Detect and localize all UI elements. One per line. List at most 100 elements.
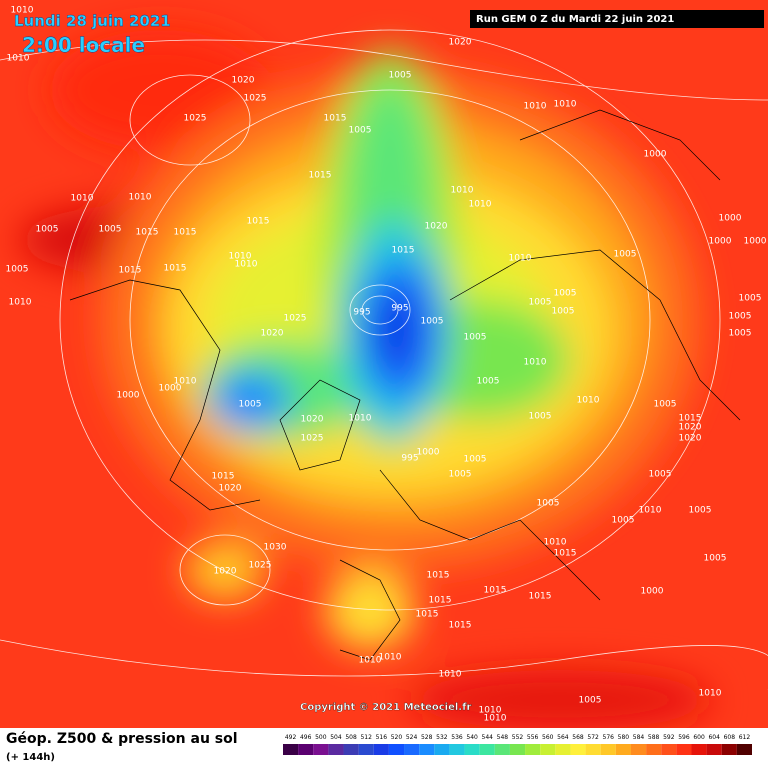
legend-label: 496 [300,734,312,741]
pressure-label: 1005 [554,289,577,299]
pressure-label: 1015 [119,266,142,276]
geopotential-field [20,30,710,730]
legend-label: 564 [557,734,569,741]
legend-label: 536 [451,734,463,741]
pressure-label: 1010 [544,538,567,548]
pressure-label: 1020 [301,415,324,425]
pressure-label: 1010 [451,186,474,196]
pressure-label: 1005 [649,470,672,480]
legend-label: 604 [708,734,720,741]
legend-swatch [434,744,450,755]
pressure-label: 1020 [232,76,255,86]
pressure-label: 1005 [36,225,59,235]
pressure-label: 1010 [11,6,34,16]
pressure-label: 1005 [689,506,712,516]
legend-swatch [313,744,329,755]
copyright: Copyright © 2021 Meteociel.fr [300,702,471,713]
legend-swatch [721,744,737,755]
pressure-label: 1010 [235,260,258,270]
pressure-label: 1000 [117,391,140,401]
isobars [0,29,768,690]
legend-label: 556 [527,734,539,741]
pressure-label: 1030 [264,543,287,553]
pressure-label: 1005 [6,265,29,275]
run-box [470,10,764,28]
legend-label: 508 [345,734,357,741]
pressure-label: 1005 [421,317,444,327]
legend-label: 492 [285,734,297,741]
pressure-label: 1005 [464,333,487,343]
legend-label: 532 [436,734,448,741]
pressure-label: 1010 [554,100,577,110]
pressure-label: 1005 [614,250,637,260]
pressure-label: 1015 [309,171,332,181]
pressure-label: 1010 [129,193,152,203]
pressure-label: 1015 [164,264,187,274]
pressure-label: 1020 [214,567,237,577]
pressure-label: 1020 [425,222,448,232]
pressure-label: 1010 [577,396,600,406]
pressure-label: 1015 [136,228,159,238]
legend-swatch [615,744,631,755]
legend-swatch [630,744,647,755]
pressure-label: 1010 [7,54,30,64]
legend-label: 512 [360,734,372,741]
pressure-label: 1005 [704,554,727,564]
footer-title: Géop. Z500 & pression au sol [6,731,238,747]
pressure-label: 1020 [679,423,702,433]
legend-label: 612 [739,734,751,741]
legend-label: 520 [391,734,403,741]
pressure-label: 1015 [212,472,235,482]
pressure-label: 1010 [479,706,502,716]
legend-label: 516 [376,734,388,741]
pressure-label: 1010 [509,254,532,264]
pressure-label: 1010 [639,506,662,516]
legend-label: 560 [542,734,554,741]
legend-swatch [343,744,359,755]
pressure-label: 1020 [219,484,242,494]
pressure-label: 1025 [249,561,272,571]
legend-swatch [676,744,692,755]
legend-label: 568 [572,734,584,741]
legend-swatch [388,744,405,755]
legend-swatch [298,744,314,755]
legend-swatch [555,744,571,755]
legend-label: 552 [512,734,524,741]
pressure-label: 1015 [416,610,439,620]
pressure-label: 1010 [379,653,402,663]
legend-label: 596 [678,734,690,741]
legend-swatch [479,744,495,755]
legend-label: 548 [497,734,509,741]
pressure-label: 1005 [349,126,372,136]
legend-label: 592 [663,734,675,741]
legend-swatch [585,744,601,755]
time: 2:00 locale [22,33,145,57]
pressure-label: 1005 [239,400,262,410]
pressure-label: 1010 [524,102,547,112]
pressure-label: 995 [401,454,418,464]
pressure-label: 1010 [174,377,197,387]
pressure-label: 1025 [301,434,324,444]
legend-label: 580 [618,734,630,741]
pressure-label: 1000 [744,237,767,247]
pressure-label: 1005 [552,307,575,317]
pressure-label: 1005 [654,400,677,410]
pressure-label: 1000 [641,587,664,597]
pressure-label: 1005 [579,696,602,706]
legend-swatch [691,744,707,755]
legend-label: 588 [648,734,660,741]
pressure-label: 1010 [524,358,547,368]
legend-swatch [419,744,435,755]
color-legend: 492 496 500 504 508 512 516 520 524 528 532 536 540 5… [283,734,752,755]
legend-swatch [358,744,374,755]
pressure-label: 1005 [729,329,752,339]
pressure-label: 1010 [484,714,507,724]
pressure-label: 1015 [484,586,507,596]
pressure-label: 1005 [529,298,552,308]
legend-swatch [449,744,465,755]
pressure-label: 1010 [699,689,722,699]
pressure-label: 1025 [184,114,207,124]
pressure-label: 1010 [229,252,252,262]
